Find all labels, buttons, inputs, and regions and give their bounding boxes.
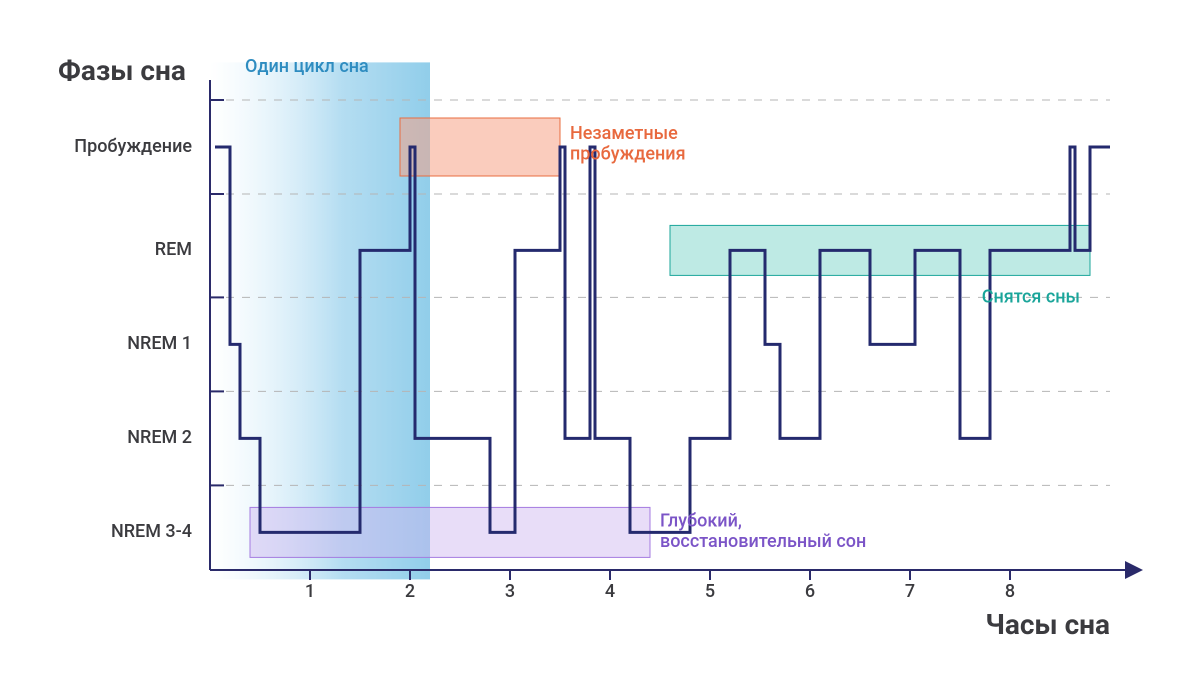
x-axis-label: 7 — [905, 581, 915, 602]
sleep-phase-hypnogram: Пробуждение REM NREM 1 NREM 2 NREM 3-4 1 2 3 4 5 6… — [0, 0, 1200, 688]
x-axis-label: 6 — [805, 581, 815, 602]
region-label-awakenings: Незаметныепробуждения — [570, 123, 686, 165]
y-axis-label: NREM 1 — [127, 333, 192, 354]
x-axis-label: 4 — [605, 581, 615, 602]
x-axis-label: 3 — [505, 581, 515, 602]
y-axis-label: NREM 2 — [127, 427, 192, 448]
x-axis-label: 8 — [1005, 581, 1015, 602]
y-axis-label: Пробуждение — [74, 136, 192, 157]
y-axis-label: REM — [155, 239, 192, 260]
x-axis-title: Часы сна — [985, 608, 1110, 641]
x-axis-label: 1 — [305, 581, 315, 602]
region-sleep-cycle — [210, 62, 430, 579]
region-label-dreams: Снятся сны — [982, 286, 1080, 307]
region-awakenings — [400, 118, 560, 176]
region-label-deep: Глубокий,восстановительный сон — [660, 510, 866, 552]
y-axis-label: NREM 3-4 — [111, 521, 192, 542]
x-axis-label: 2 — [405, 581, 415, 602]
region-label-cycle: Один цикл сна — [245, 56, 369, 77]
y-axis-title: Фазы сна — [58, 54, 186, 87]
x-axis-label: 5 — [705, 581, 715, 602]
